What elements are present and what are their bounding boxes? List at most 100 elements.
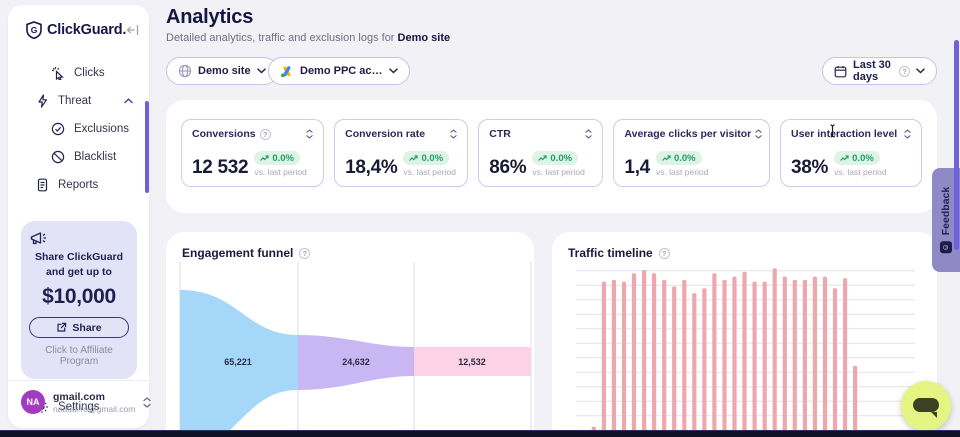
date-range-label: Last 30 days bbox=[853, 59, 891, 83]
timeline-bar[interactable] bbox=[682, 279, 687, 437]
timeline-bar[interactable] bbox=[611, 279, 616, 437]
sidebar-item-label: Exclusions bbox=[74, 123, 129, 135]
timeline-bar[interactable] bbox=[722, 279, 727, 437]
page-subtitle-site: Demo site bbox=[397, 32, 451, 44]
timeline-bar[interactable] bbox=[662, 279, 667, 437]
chevron-down-icon bbox=[256, 68, 266, 74]
sort-toggle-icon[interactable] bbox=[585, 129, 593, 139]
timeline-bar[interactable] bbox=[692, 293, 697, 437]
calendar-icon bbox=[834, 65, 847, 78]
timeline-bar[interactable] bbox=[822, 276, 828, 437]
sidebar-item-label: Threat bbox=[58, 95, 92, 107]
page-scrollbar-thumb[interactable] bbox=[954, 40, 959, 250]
sidebar-item-threat[interactable]: Threat bbox=[8, 87, 149, 115]
info-icon[interactable]: ? bbox=[658, 247, 670, 259]
kpi-label: User interaction level bbox=[791, 128, 898, 140]
kpi-panel: Conversions ? 12 532 0.0% vs. last perio… bbox=[166, 100, 937, 213]
sidebar-item-label: Clicks bbox=[74, 67, 105, 79]
kpi-value: 38% bbox=[791, 157, 829, 178]
timeline-bar[interactable] bbox=[782, 276, 787, 437]
timeline-bar[interactable] bbox=[802, 279, 807, 437]
google-ads-icon bbox=[280, 65, 294, 78]
kpi-label: Conversion rate bbox=[345, 128, 426, 140]
account-switcher[interactable]: NA gmail.com naatali.ro@gmail.com bbox=[8, 380, 151, 422]
engagement-funnel-chart: 65,221 24,632 12,532 bbox=[179, 262, 532, 437]
kpi-delta-value: 0.0% bbox=[852, 152, 874, 164]
kpi-card-conversion-rate: Conversion rate 18,4% 0.0% vs. last peri… bbox=[334, 119, 469, 187]
chevron-down-icon bbox=[388, 68, 398, 74]
info-icon[interactable]: ? bbox=[259, 128, 271, 140]
chevron-up-icon[interactable] bbox=[124, 98, 133, 104]
timeline-bar[interactable] bbox=[762, 281, 767, 437]
timeline-bar[interactable] bbox=[812, 276, 817, 437]
timeline-bar[interactable] bbox=[792, 279, 797, 437]
sort-toggle-icon[interactable] bbox=[306, 129, 313, 139]
site-selector[interactable]: Demo site bbox=[166, 57, 278, 85]
feedback-smiley-icon: ☺ bbox=[940, 241, 952, 254]
kpi-label: Average clicks per visitor bbox=[624, 128, 752, 140]
timeline-bar[interactable] bbox=[752, 281, 757, 437]
sidebar-nav: Clicks Threat Exclusions Blacklist bbox=[8, 59, 149, 199]
check-circle-icon bbox=[51, 122, 65, 136]
timeline-bar[interactable] bbox=[652, 273, 657, 437]
kpi-delta-badge: 0.0% bbox=[655, 151, 702, 165]
timeline-title: Traffic timeline bbox=[568, 246, 653, 260]
funnel-stage-visits[interactable] bbox=[180, 290, 298, 437]
promo-footer[interactable]: Click to Affiliate Program bbox=[45, 345, 113, 368]
ppc-account-selector[interactable]: Demo PPC ac… bbox=[268, 57, 410, 85]
kpi-delta-badge: 0.0% bbox=[254, 151, 300, 165]
sidebar-scrollbar-thumb[interactable] bbox=[145, 101, 149, 193]
timeline-bar[interactable] bbox=[772, 268, 777, 437]
funnel-stage-converted[interactable] bbox=[414, 347, 531, 376]
sort-toggle-icon[interactable] bbox=[450, 129, 457, 139]
kpi-delta-value: 0.0% bbox=[550, 152, 573, 164]
chat-widget-button[interactable] bbox=[901, 381, 951, 431]
text-cursor bbox=[828, 124, 837, 138]
timeline-bar[interactable] bbox=[631, 273, 637, 437]
kpi-value: 18,4% bbox=[345, 157, 398, 178]
sidebar-item-blacklist[interactable]: Blacklist bbox=[8, 143, 149, 171]
sidebar-item-clicks[interactable]: Clicks bbox=[8, 59, 149, 87]
timeline-bar[interactable] bbox=[843, 278, 848, 437]
info-icon: ? bbox=[899, 65, 910, 77]
timeline-bar[interactable] bbox=[672, 286, 677, 437]
funnel-stage-engaged[interactable] bbox=[298, 335, 414, 390]
lightning-icon bbox=[36, 94, 49, 108]
timeline-bar[interactable] bbox=[742, 271, 747, 437]
megaphone-icon bbox=[29, 231, 129, 246]
sidebar-item-reports[interactable]: Reports bbox=[8, 171, 149, 199]
kpi-value: 12 532 bbox=[192, 157, 249, 178]
timeline-bar[interactable] bbox=[712, 273, 717, 437]
funnel-title: Engagement funnel bbox=[182, 246, 294, 260]
timeline-bar[interactable] bbox=[853, 365, 858, 437]
timeline-bar[interactable] bbox=[621, 281, 627, 437]
sidebar-item-exclusions[interactable]: Exclusions bbox=[8, 115, 149, 143]
sidebar-collapse-icon[interactable] bbox=[126, 24, 139, 36]
affiliate-promo-card: Share ClickGuard and get up to $10,000 S… bbox=[21, 221, 137, 380]
logo-text: ClickGuard. bbox=[47, 22, 127, 38]
timeline-bar[interactable] bbox=[702, 288, 707, 437]
account-name: gmail.com bbox=[53, 390, 105, 403]
date-range-picker[interactable]: Last 30 days ? bbox=[822, 57, 937, 85]
timeline-bar[interactable] bbox=[642, 270, 647, 437]
timeline-bar[interactable] bbox=[601, 281, 606, 437]
kpi-value: 1,4 bbox=[624, 157, 650, 178]
share-button-label: Share bbox=[72, 321, 102, 334]
share-button[interactable]: Share bbox=[29, 317, 129, 339]
sidebar: G ClickGuard. Clicks Threat Excl bbox=[8, 5, 151, 428]
sidebar-item-label: Reports bbox=[58, 179, 99, 191]
kpi-card-ctr: CTR 86% 0.0% vs. last period bbox=[478, 119, 604, 187]
kpi-delta-value: 0.0% bbox=[272, 152, 294, 164]
timeline-bar[interactable] bbox=[732, 276, 737, 437]
kpi-value: 86% bbox=[489, 157, 527, 178]
sort-toggle-icon[interactable] bbox=[904, 129, 911, 139]
timeline-bar[interactable] bbox=[832, 288, 838, 437]
page-title: Analytics bbox=[166, 6, 254, 28]
kpi-card-conversions: Conversions ? 12 532 0.0% vs. last perio… bbox=[181, 119, 325, 187]
traffic-timeline-chart bbox=[576, 268, 915, 437]
ppc-account-label: Demo PPC ac… bbox=[300, 65, 383, 77]
sort-toggle-icon[interactable] bbox=[755, 129, 762, 139]
page-subtitle: Detailed analytics, traffic and exclusio… bbox=[166, 32, 450, 44]
info-icon[interactable]: ? bbox=[299, 247, 311, 259]
account-email: naatali.ro@gmail.com bbox=[53, 403, 136, 414]
